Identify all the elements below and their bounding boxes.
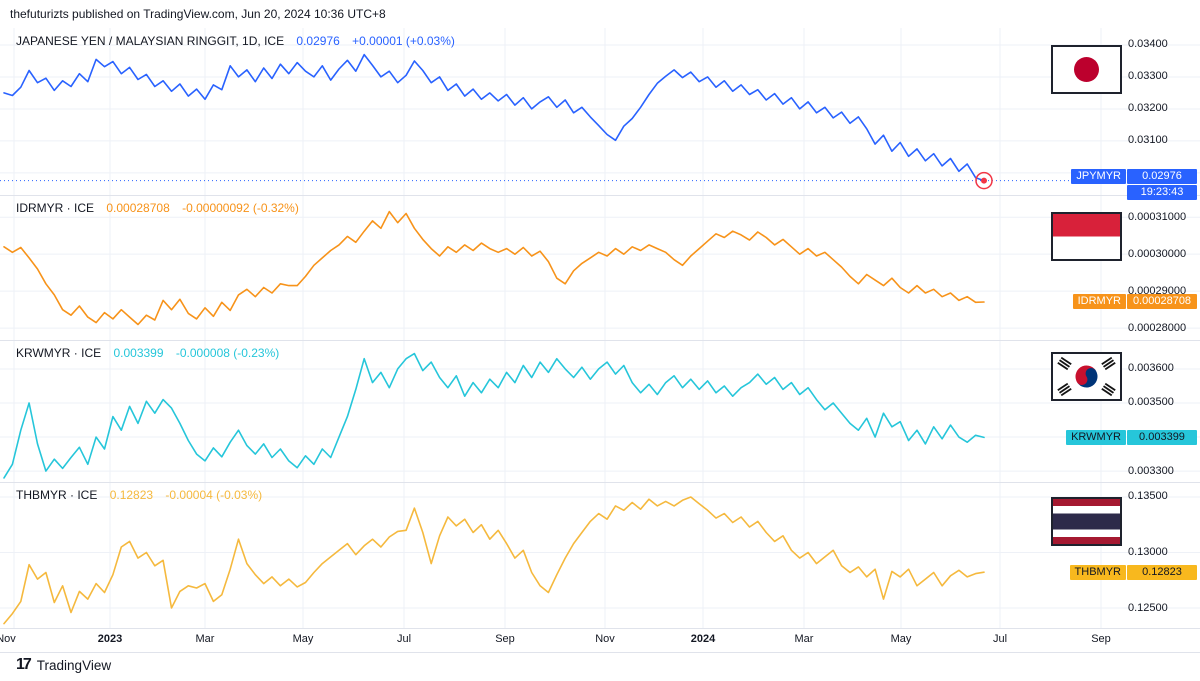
panel-thbmyr: THBMYR · ICE 0.12823 -0.00004 (-0.03%) <box>0 482 1200 628</box>
time-axis-label: Mar <box>195 633 215 645</box>
price-change-text: -0.000008 (-0.23%) <box>175 346 280 360</box>
price-tick-label: 0.00031000 <box>1128 210 1187 223</box>
price-tick-label: 0.00030000 <box>1128 247 1187 260</box>
price-tick-label: 0.13000 <box>1128 546 1168 558</box>
tradingview-branding[interactable]: 17 TradingView <box>16 656 111 674</box>
price-tick-label: 0.00028000 <box>1128 321 1187 334</box>
last-price-text: 0.02976 <box>296 34 340 48</box>
price-line-krwmyr <box>3 352 985 479</box>
tag-symbol: JPYMYR <box>1071 168 1126 184</box>
tag-symbol: THBMYR <box>1069 564 1126 580</box>
indonesia-flag-icon <box>1051 212 1122 261</box>
last-price-marker-dot <box>981 177 987 184</box>
krwmyr-chart-canvas[interactable] <box>0 340 1200 482</box>
thailand-flag-icon <box>1051 497 1122 546</box>
time-axis-label: Nov <box>0 633 16 645</box>
symbol-description: JAPANESE YEN / MALAYSIAN RINGGIT, 1D, IC… <box>16 34 285 48</box>
panel-title-krwmyr: KRWMYR · ICE 0.003399 -0.000008 (-0.23%) <box>16 346 279 360</box>
panel-idrmyr: IDRMYR · ICE 0.00028708 -0.00000092 (-0.… <box>0 195 1200 340</box>
tradingview-logo-text: TradingView <box>36 657 112 673</box>
time-axis-label: Mar <box>794 633 814 645</box>
symbol-description: KRWMYR · ICE <box>16 346 102 360</box>
price-tick-label: 0.003600 <box>1128 362 1174 375</box>
time-axis-label: 2023 <box>97 633 123 645</box>
last-price-text: 0.00028708 <box>106 201 170 215</box>
tag-price: 0.00028708 <box>1127 294 1197 310</box>
south-korea-flag-icon <box>1051 352 1122 401</box>
tag-countdown: 19:23:43 <box>1127 184 1197 200</box>
price-tick-label: 0.03300 <box>1128 70 1168 83</box>
tag-price: 0.12823 <box>1127 564 1197 580</box>
price-tag-jpymyr: JPYMYR 0.02976 19:23:43 <box>1071 168 1197 200</box>
panel-krwmyr: KRWMYR · ICE 0.003399 -0.000008 (-0.23%) <box>0 340 1200 482</box>
price-tick-label: 0.003500 <box>1128 396 1174 409</box>
last-price-text: 0.12823 <box>109 488 154 502</box>
panel-title-thbmyr: THBMYR · ICE 0.12823 -0.00004 (-0.03%) <box>16 488 262 502</box>
panel-separator <box>0 482 1200 483</box>
time-axis-label: Nov <box>595 633 615 645</box>
price-change-text: -0.00004 (-0.03%) <box>165 488 263 502</box>
panel-separator <box>0 340 1200 341</box>
time-axis-label: Sep <box>1091 633 1111 645</box>
price-tag-idrmyr: IDRMYR 0.00028708 <box>1072 294 1197 310</box>
idrmyr-chart-canvas[interactable] <box>0 195 1200 340</box>
price-tick-label: 0.03200 <box>1128 102 1168 115</box>
time-axis-label: Sep <box>495 633 515 645</box>
last-price-text: 0.003399 <box>113 346 164 360</box>
symbol-description: THBMYR · ICE <box>16 488 98 502</box>
price-tick-label: 0.03100 <box>1128 134 1168 147</box>
time-axis-label: Jul <box>992 633 1008 645</box>
japan-flag-icon <box>1051 45 1122 94</box>
tag-symbol: KRWMYR <box>1066 429 1126 445</box>
panel-title-idrmyr: IDRMYR · ICE 0.00028708 -0.00000092 (-0.… <box>16 201 299 215</box>
tradingview-logo-icon: 17 <box>16 656 32 673</box>
tag-price: 0.003399 <box>1127 429 1197 445</box>
price-line-thbmyr <box>3 496 985 625</box>
price-tick-label: 0.13500 <box>1128 490 1168 503</box>
jpymyr-chart-canvas[interactable] <box>0 28 1200 195</box>
price-tick-label: 0.03400 <box>1128 38 1168 51</box>
symbol-description: IDRMYR · ICE <box>16 201 94 215</box>
price-tick-label: 0.00029000 <box>1128 284 1187 297</box>
price-line-idrmyr <box>3 210 985 326</box>
panel-separator <box>0 652 1200 653</box>
price-tag-krwmyr: KRWMYR 0.003399 <box>1066 429 1197 445</box>
panel-separator <box>0 628 1200 629</box>
price-change-text: +0.00001 (+0.03%) <box>352 34 455 48</box>
price-tick-label: 0.12500 <box>1128 601 1168 614</box>
tag-symbol: IDRMYR <box>1072 294 1126 310</box>
time-axis-label: May <box>890 633 912 645</box>
time-axis[interactable]: Nov 2023 Mar May Jul Sep Nov 2024 Mar May Jul Sep <box>0 628 1200 652</box>
tag-price: 0.02976 <box>1127 168 1197 184</box>
price-change-text: -0.00000092 (-0.32%) <box>182 201 299 215</box>
price-tag-thbmyr: THBMYR 0.12823 <box>1069 564 1197 580</box>
time-axis-label: Jul <box>396 633 412 645</box>
price-tick-label: 0.003300 <box>1128 464 1174 477</box>
panel-title-jpymyr: JAPANESE YEN / MALAYSIAN RINGGIT, 1D, IC… <box>16 34 455 48</box>
time-axis-label: 2024 <box>690 633 716 645</box>
attribution-text: thefuturizts published on TradingView.co… <box>10 7 386 21</box>
last-price-marker-ring <box>975 171 993 190</box>
price-line-jpymyr <box>3 53 985 182</box>
time-axis-label: May <box>292 633 314 645</box>
panel-jpymyr: JAPANESE YEN / MALAYSIAN RINGGIT, 1D, IC… <box>0 28 1200 195</box>
thbmyr-chart-canvas[interactable] <box>0 482 1200 628</box>
panel-separator <box>0 195 1200 196</box>
